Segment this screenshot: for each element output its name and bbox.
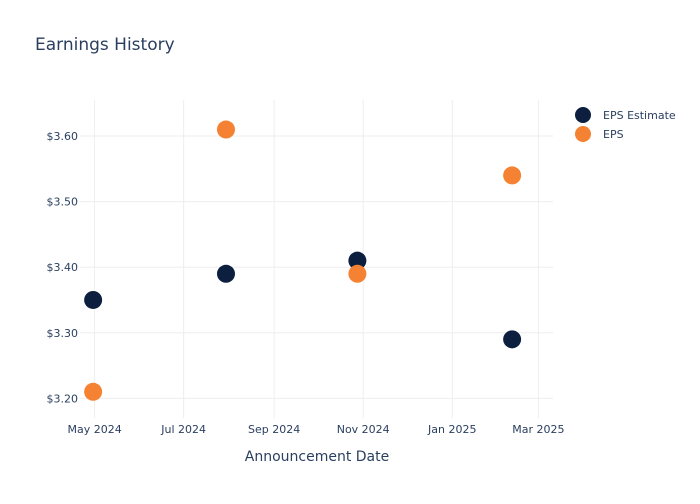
eps-estimate-point[interactable] [216, 264, 235, 283]
x-tick-label: Mar 2025 [512, 423, 564, 436]
x-tick-label: Jan 2025 [427, 423, 476, 436]
y-tick-labels: $3.20 $3.30 $3.40 $3.50 $3.60 [47, 130, 79, 405]
x-tick-label: May 2024 [67, 423, 121, 436]
y-tick-label: $3.20 [47, 392, 79, 405]
y-tick-label: $3.60 [47, 130, 79, 143]
y-tick-label: $3.40 [47, 261, 79, 274]
y-tick-label: $3.50 [47, 196, 79, 209]
chart-title: Earnings History [35, 35, 175, 55]
grid-layer [80, 100, 553, 418]
eps-point[interactable] [216, 120, 235, 139]
x-tick-label: Nov 2024 [337, 423, 390, 436]
eps-point[interactable] [84, 382, 103, 401]
data-points [84, 120, 522, 401]
legend-marker[interactable] [575, 107, 591, 123]
legend-label[interactable]: EPS Estimate [603, 109, 676, 122]
eps-estimate-point[interactable] [348, 251, 367, 270]
legend-marker[interactable] [575, 126, 591, 142]
legend-label[interactable]: EPS [603, 128, 624, 141]
eps-estimate-point[interactable] [503, 330, 522, 349]
x-tick-labels: May 2024 Jul 2024 Sep 2024 Nov 2024 Jan 2025… [67, 423, 564, 436]
eps-point[interactable] [503, 166, 522, 185]
y-tick-label: $3.30 [47, 327, 79, 340]
x-axis-title: Announcement Date [245, 449, 389, 465]
x-tick-label: Jul 2024 [160, 423, 206, 436]
x-tick-label: Sep 2024 [248, 423, 300, 436]
legend[interactable]: EPS Estimate EPS [575, 107, 676, 142]
eps-estimate-point[interactable] [84, 290, 103, 309]
eps-point[interactable] [348, 264, 367, 283]
